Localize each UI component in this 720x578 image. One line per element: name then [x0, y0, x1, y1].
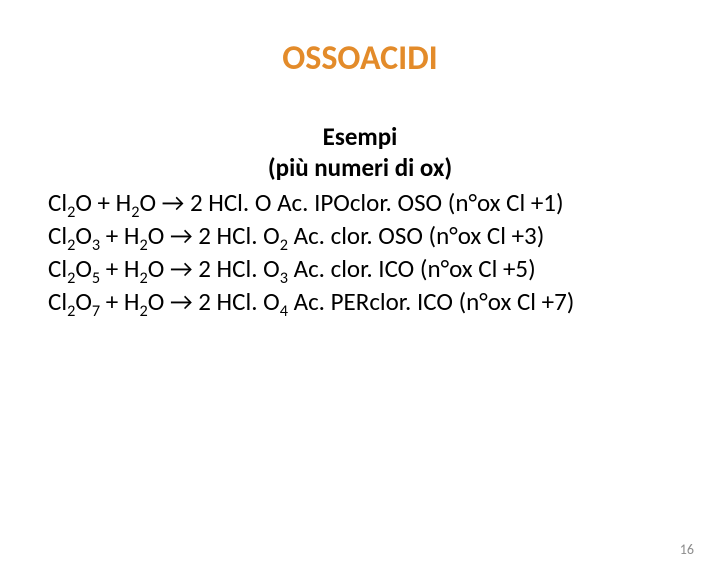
reaction-line: Cl2O7 + H2O → 2 HCl. O4 Ac. PERclor. ICO…	[48, 286, 672, 317]
slide-title: OSSOACIDI	[0, 38, 720, 79]
reaction-line: Cl2O + H2O → 2 HCl. O Ac. IPOclor. OSO (…	[48, 187, 672, 218]
slide: OSSOACIDI Esempi (più numeri di ox) Cl2O…	[0, 38, 720, 578]
subtitle-line-1: Esempi	[0, 121, 720, 152]
subtitle-line-2: (più numeri di ox)	[0, 152, 720, 183]
reaction-line: Cl2O5 + H2O → 2 HCl. O3 Ac. clor. ICO (n…	[48, 253, 672, 284]
page-number: 16	[680, 541, 694, 558]
reaction-line: Cl2O3 + H2O → 2 HCl. O2 Ac. clor. OSO (n…	[48, 220, 672, 251]
content-block: Cl2O + H2O → 2 HCl. O Ac. IPOclor. OSO (…	[48, 187, 672, 317]
subtitle-block: Esempi (più numeri di ox)	[0, 121, 720, 183]
